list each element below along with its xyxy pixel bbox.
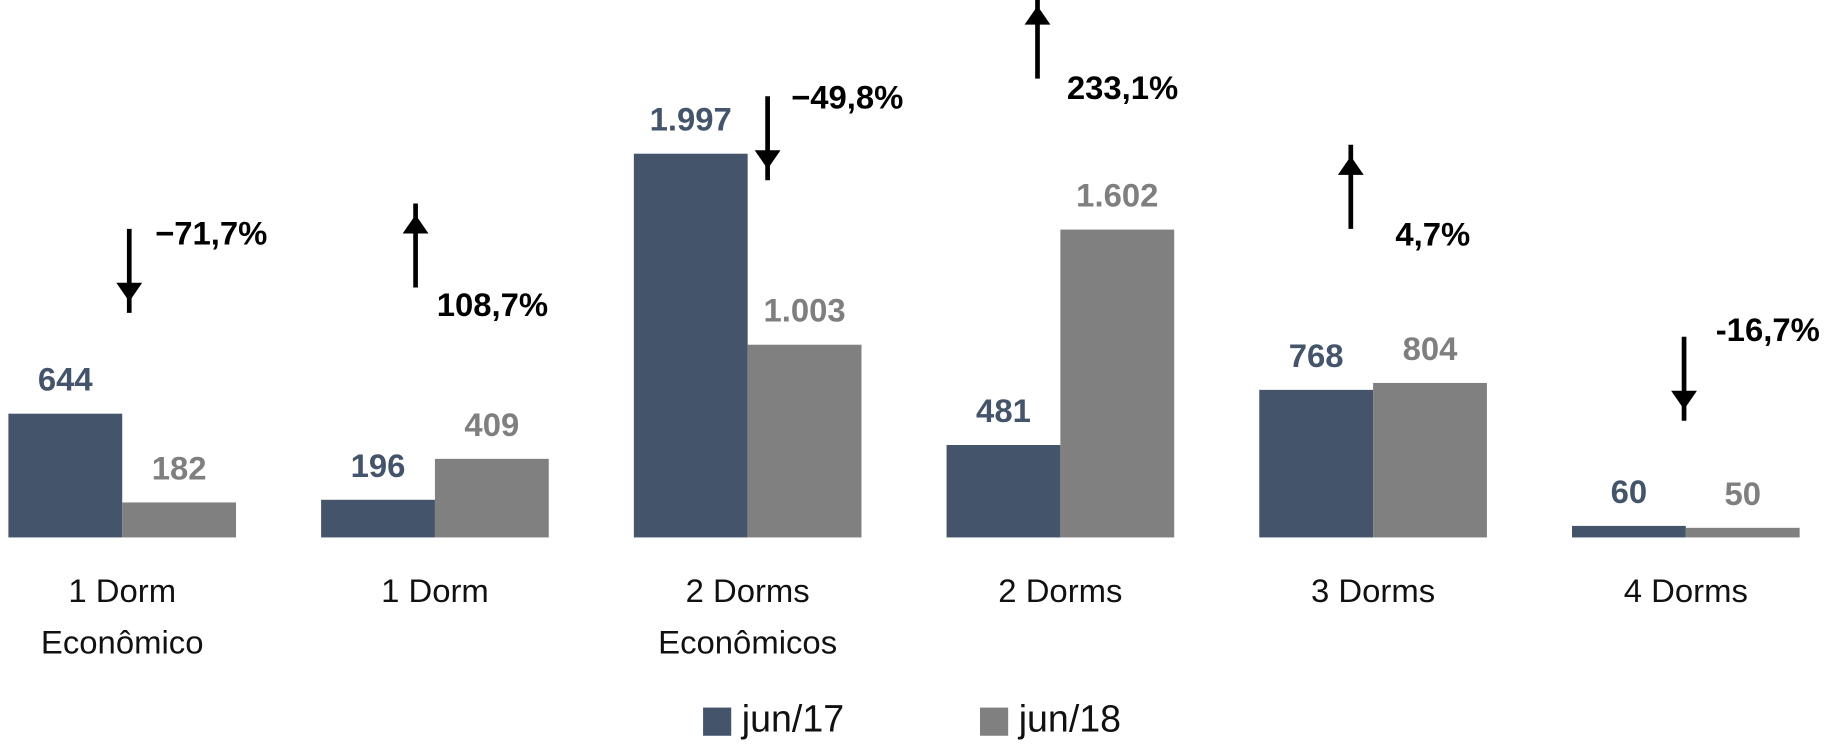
category-text: 1 Dorm <box>381 572 489 610</box>
bar <box>1571 525 1686 538</box>
change-label: -16,7% <box>1716 311 1820 348</box>
category-text: 2 Dorms <box>998 572 1123 610</box>
change-arrow <box>402 203 429 288</box>
value-label: 50 <box>1724 475 1761 512</box>
value-label: 60 <box>1611 473 1648 510</box>
arrow-head <box>116 282 143 302</box>
bar <box>1373 382 1487 538</box>
category-label: 1 Dorm Econômico <box>40 572 204 661</box>
change-label: −49,8% <box>791 78 903 115</box>
change-label: −71,7% <box>155 215 267 252</box>
legend-label: jun/18 <box>1018 698 1121 740</box>
category-label: 2 Dorms <box>998 572 1123 610</box>
legend-label: jun/17 <box>741 698 844 740</box>
change-arrow <box>1671 336 1697 421</box>
bar <box>8 413 123 538</box>
bar <box>1259 389 1374 538</box>
arrow-head <box>1024 5 1051 25</box>
arrow-head <box>1337 156 1364 175</box>
category-text: 4 Dorms <box>1623 572 1748 610</box>
arrow-head <box>402 214 429 234</box>
category-label: 2 Dorms Econômicos <box>658 572 838 661</box>
change-label: 233,1% <box>1067 69 1178 106</box>
value-label: 196 <box>351 447 406 484</box>
bar <box>633 153 748 538</box>
value-label: 182 <box>152 449 207 486</box>
category-text: 1 Dorm Econômico <box>40 572 204 661</box>
change-arrow <box>1337 144 1364 229</box>
bar <box>747 344 862 538</box>
category-text: 3 Dorms <box>1311 572 1436 610</box>
bar <box>1060 229 1175 538</box>
value-label: 409 <box>464 406 519 443</box>
value-label: 1.602 <box>1076 177 1158 214</box>
bar <box>122 502 237 538</box>
bar <box>946 445 1061 538</box>
change-arrow <box>116 228 143 313</box>
value-label: 481 <box>976 392 1031 429</box>
change-arrow <box>1024 0 1051 79</box>
bar <box>1685 527 1800 538</box>
value-label: 1.997 <box>650 101 732 138</box>
value-label: 1.003 <box>763 292 845 329</box>
category-label: 3 Dorms <box>1311 572 1436 610</box>
change-label: 4,7% <box>1395 216 1470 253</box>
value-label: 804 <box>1403 330 1459 367</box>
value-label: 768 <box>1289 337 1344 374</box>
value-label: 644 <box>38 361 94 398</box>
legend-swatch <box>979 707 1009 736</box>
change-label: 108,7% <box>437 286 548 323</box>
category-label: 1 Dorm <box>381 572 489 610</box>
change-arrow <box>754 96 781 181</box>
arrow-head <box>1671 390 1697 410</box>
bar <box>434 458 549 538</box>
category-text: 2 Dorms Econômicos <box>658 572 838 661</box>
legend-swatch <box>703 707 732 736</box>
category-label: 4 Dorms <box>1623 572 1748 610</box>
bar <box>321 499 435 538</box>
arrow-head <box>754 150 781 169</box>
